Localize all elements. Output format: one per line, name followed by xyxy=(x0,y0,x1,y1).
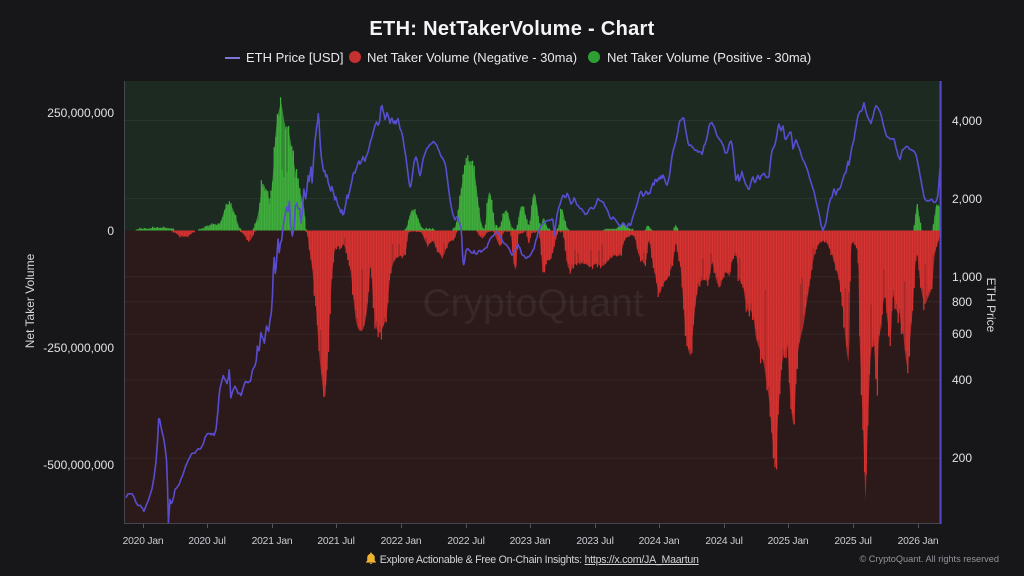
svg-text:CryptoQuant: CryptoQuant xyxy=(422,282,643,325)
